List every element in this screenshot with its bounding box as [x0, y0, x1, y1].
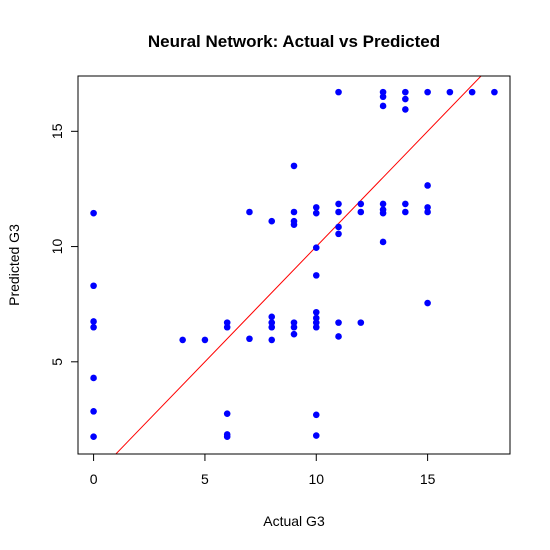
data-point	[290, 208, 298, 216]
data-point	[402, 208, 409, 216]
data-point	[402, 95, 409, 103]
data-point	[402, 106, 409, 113]
data-point	[246, 335, 253, 343]
data-point	[312, 323, 320, 331]
data-point	[90, 282, 97, 290]
data-point	[312, 432, 320, 439]
data-point	[312, 209, 320, 217]
y-axis: 5 10 15	[49, 123, 79, 366]
data-point	[201, 336, 209, 344]
data-point	[335, 319, 342, 326]
data-point	[424, 299, 431, 307]
data-point	[379, 238, 387, 246]
data-point	[90, 323, 97, 331]
x-tick-label: 0	[90, 471, 98, 487]
data-point	[312, 411, 320, 419]
data-point	[402, 88, 409, 96]
data-point	[90, 209, 97, 217]
data-point	[312, 319, 320, 326]
data-point	[290, 162, 298, 170]
data-point	[424, 204, 431, 211]
data-point	[335, 333, 342, 340]
x-tick-label: 5	[201, 471, 209, 487]
data-point	[290, 323, 298, 331]
plot-frame	[77, 75, 511, 455]
data-point	[379, 209, 387, 217]
data-point	[268, 323, 276, 331]
x-tick-label: 10	[308, 471, 324, 487]
data-point	[246, 208, 253, 216]
x-axis: 0 5 10 15	[90, 453, 436, 487]
data-point	[268, 217, 276, 225]
data-point	[424, 182, 431, 189]
data-point	[357, 200, 365, 208]
x-axis-label: Actual G3	[263, 513, 325, 529]
data-point	[468, 88, 476, 96]
data-point	[379, 93, 387, 101]
data-point	[312, 314, 320, 322]
data-layer	[90, 76, 498, 454]
data-point	[90, 374, 97, 382]
data-point	[424, 208, 431, 216]
data-point	[446, 88, 454, 96]
data-point	[223, 410, 231, 417]
data-point	[179, 336, 186, 344]
data-point	[90, 408, 97, 415]
data-point	[335, 230, 342, 238]
data-point	[290, 319, 298, 326]
data-point	[357, 208, 365, 216]
data-point	[379, 102, 387, 110]
data-point	[335, 200, 342, 208]
data-point	[312, 272, 320, 279]
data-point	[335, 88, 342, 96]
data-point	[379, 88, 387, 96]
y-tick-label: 15	[49, 123, 65, 139]
x-tick-label: 15	[420, 471, 436, 487]
data-point	[424, 88, 431, 96]
y-tick-label: 5	[49, 358, 65, 366]
data-point	[268, 336, 276, 344]
data-point	[268, 313, 276, 321]
data-point	[491, 88, 498, 96]
data-point	[223, 433, 231, 441]
data-point	[312, 308, 320, 316]
data-point	[90, 433, 97, 441]
data-point	[223, 323, 231, 331]
data-point	[312, 244, 320, 252]
data-point	[379, 200, 387, 208]
data-point	[90, 318, 97, 325]
reference-line	[115, 76, 482, 454]
data-point	[290, 221, 298, 228]
data-point	[312, 204, 320, 211]
data-point	[402, 200, 409, 208]
data-point	[268, 319, 276, 326]
data-point	[335, 223, 342, 231]
data-point	[357, 319, 365, 326]
data-point	[290, 330, 298, 338]
data-point	[335, 208, 342, 216]
y-tick-label: 10	[49, 239, 65, 255]
y-axis-label: Predicted G3	[6, 224, 22, 306]
data-point	[223, 319, 231, 326]
chart-title: Neural Network: Actual vs Predicted	[148, 32, 440, 51]
